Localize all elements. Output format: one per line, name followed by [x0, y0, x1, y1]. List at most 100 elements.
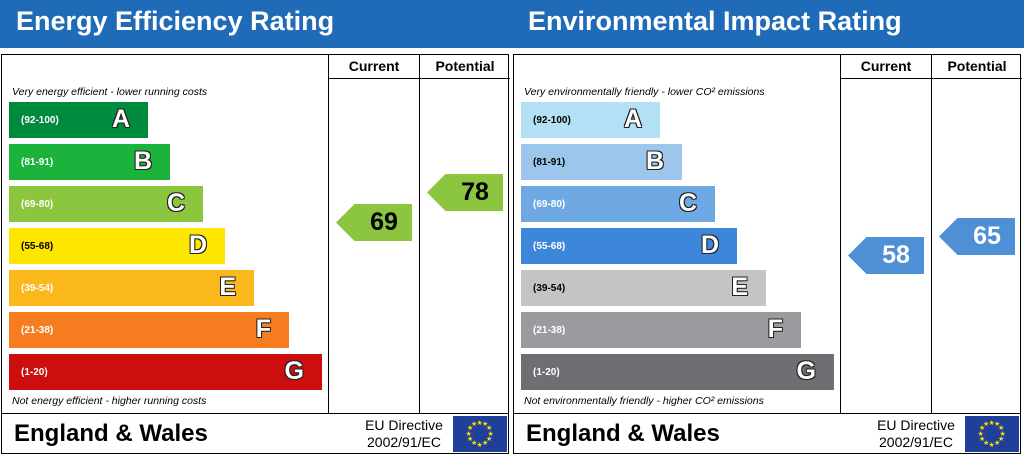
- flag-star-icon: ★: [486, 425, 493, 432]
- energy-current-header: Current: [348, 58, 400, 74]
- rating-arrow-fill: [848, 237, 924, 275]
- flag-star-icon: ★: [978, 436, 986, 443]
- band-b: (81-91) B: [9, 144, 170, 180]
- energy-directive-code: 2002/91/EC: [367, 434, 441, 450]
- band-range-label: (55-68): [533, 241, 566, 252]
- environmental-footer-title: England & Wales: [526, 420, 720, 447]
- flag-star-icon: ★: [977, 430, 984, 438]
- flag-star-icon: ★: [994, 440, 1001, 448]
- energy-directive: EU Directive 2002/91/EC: [362, 417, 446, 451]
- rating-value: 78: [461, 178, 489, 207]
- energy-header: Energy Efficiency Rating: [0, 0, 512, 48]
- environmental-divider-potential: [931, 54, 932, 414]
- flag-star-icon: ★: [978, 425, 986, 432]
- eu-flag-icon: ★ ★ ★ ★ ★ ★ ★ ★ ★ ★ ★ ★: [453, 416, 507, 452]
- energy-potential-arrow: 78: [427, 174, 503, 212]
- band-range-label: (92-100): [21, 115, 59, 126]
- band-d: (55-68) D: [521, 228, 737, 264]
- band-a: (92-100) A: [521, 102, 660, 138]
- band-range-label: (92-100): [533, 115, 571, 126]
- environmental-frame: [513, 54, 1021, 454]
- band-range-label: (81-91): [533, 157, 566, 168]
- band-range-label: (21-38): [533, 325, 566, 336]
- flag-star-icon: ★: [482, 420, 489, 428]
- flag-star-icon: ★: [983, 420, 990, 428]
- band-letter-label: F: [255, 315, 271, 343]
- flag-star-icon: ★: [476, 441, 483, 449]
- flag-star-icon: ★: [983, 440, 990, 448]
- band-range-label: (39-54): [533, 283, 566, 294]
- environmental-directive: EU Directive 2002/91/EC: [874, 417, 958, 451]
- rating-value: 58: [882, 241, 910, 270]
- environmental-impact-panel: Environmental Impact Rating Current Pote…: [512, 0, 1024, 457]
- band-c: (69-80) C: [9, 186, 203, 222]
- flag-star-icon: ★: [998, 436, 1005, 443]
- energy-potential-header: Potential: [435, 58, 495, 74]
- flag-star-icon: ★: [465, 430, 472, 438]
- rating-arrow-shape: [336, 203, 412, 241]
- eu-flag-icon: ★ ★ ★ ★ ★ ★ ★ ★ ★ ★ ★ ★: [965, 416, 1019, 452]
- band-letter-label: G: [796, 357, 816, 385]
- rating-arrow-shape: [939, 217, 1015, 255]
- flag-star-icon: ★: [471, 440, 478, 448]
- environmental-directive-code: 2002/91/EC: [879, 434, 953, 450]
- band-range-label: (1-20): [533, 367, 560, 378]
- band-range-label: (1-20): [21, 367, 48, 378]
- band-letter-label: B: [645, 147, 664, 175]
- energy-footer-line: [1, 413, 509, 414]
- rating-value: 65: [973, 221, 1001, 250]
- rating-arrow-fill: [427, 174, 503, 212]
- flag-star-icon: ★: [471, 420, 478, 428]
- energy-divider-current: [328, 54, 329, 414]
- environmental-current-header: Current: [860, 58, 912, 74]
- rating-value: 69: [370, 207, 398, 236]
- flag-star-icon: ★: [988, 419, 995, 427]
- band-g: (1-20) G: [9, 354, 322, 390]
- band-letter-label: C: [678, 189, 697, 217]
- rating-arrow-fill: [336, 203, 412, 241]
- flag-star-icon: ★: [998, 425, 1005, 432]
- environmental-divider-current: [840, 54, 841, 414]
- flag-star-icon: ★: [999, 430, 1006, 438]
- environmental-potential-header: Potential: [947, 58, 1007, 74]
- band-a: (92-100) A: [9, 102, 148, 138]
- flag-star-icon: ★: [466, 436, 474, 443]
- band-letter-label: D: [188, 231, 207, 259]
- energy-top-note: Very energy efficient - lower running co…: [12, 86, 208, 98]
- environmental-header-line: [840, 78, 1022, 79]
- band-b: (81-91) B: [521, 144, 682, 180]
- band-letter-label: A: [111, 105, 130, 133]
- rating-arrow-shape: [427, 174, 503, 212]
- rating-arrow-fill: [939, 217, 1015, 255]
- environmental-title: Environmental Impact Rating: [528, 6, 902, 36]
- environmental-top-note: Very environmentally friendly - lower CO…: [524, 86, 765, 98]
- band-range-label: (55-68): [21, 241, 54, 252]
- band-g: (1-20) G: [521, 354, 834, 390]
- band-d: (55-68) D: [9, 228, 225, 264]
- band-letter-label: E: [219, 273, 236, 301]
- energy-bottom-note: Not energy efficient - higher running co…: [12, 395, 207, 407]
- environmental-header: Environmental Impact Rating: [512, 0, 1024, 48]
- band-c: (69-80) C: [521, 186, 715, 222]
- flag-star-icon: ★: [476, 419, 483, 427]
- band-range-label: (81-91): [21, 157, 54, 168]
- band-letter-label: G: [284, 357, 304, 385]
- environmental-potential-arrow: 65: [939, 217, 1015, 255]
- environmental-bottom-note: Not environmentally friendly - higher CO…: [524, 395, 764, 407]
- energy-divider-potential: [419, 54, 420, 414]
- band-letter-label: D: [700, 231, 719, 259]
- energy-frame: [1, 54, 509, 454]
- band-letter-label: B: [133, 147, 152, 175]
- band-letter-label: A: [623, 105, 642, 133]
- flag-star-icon: ★: [994, 420, 1001, 428]
- band-range-label: (69-80): [21, 199, 54, 210]
- energy-current-arrow: 69: [336, 203, 412, 241]
- energy-title: Energy Efficiency Rating: [16, 6, 335, 36]
- band-range-label: (39-54): [21, 283, 54, 294]
- band-letter-label: F: [767, 315, 783, 343]
- flag-star-icon: ★: [988, 441, 995, 449]
- band-e: (39-54) E: [521, 270, 766, 306]
- band-f: (21-38) F: [9, 312, 289, 348]
- environmental-current-arrow: 58: [848, 237, 924, 275]
- energy-directive-label: EU Directive: [365, 417, 443, 433]
